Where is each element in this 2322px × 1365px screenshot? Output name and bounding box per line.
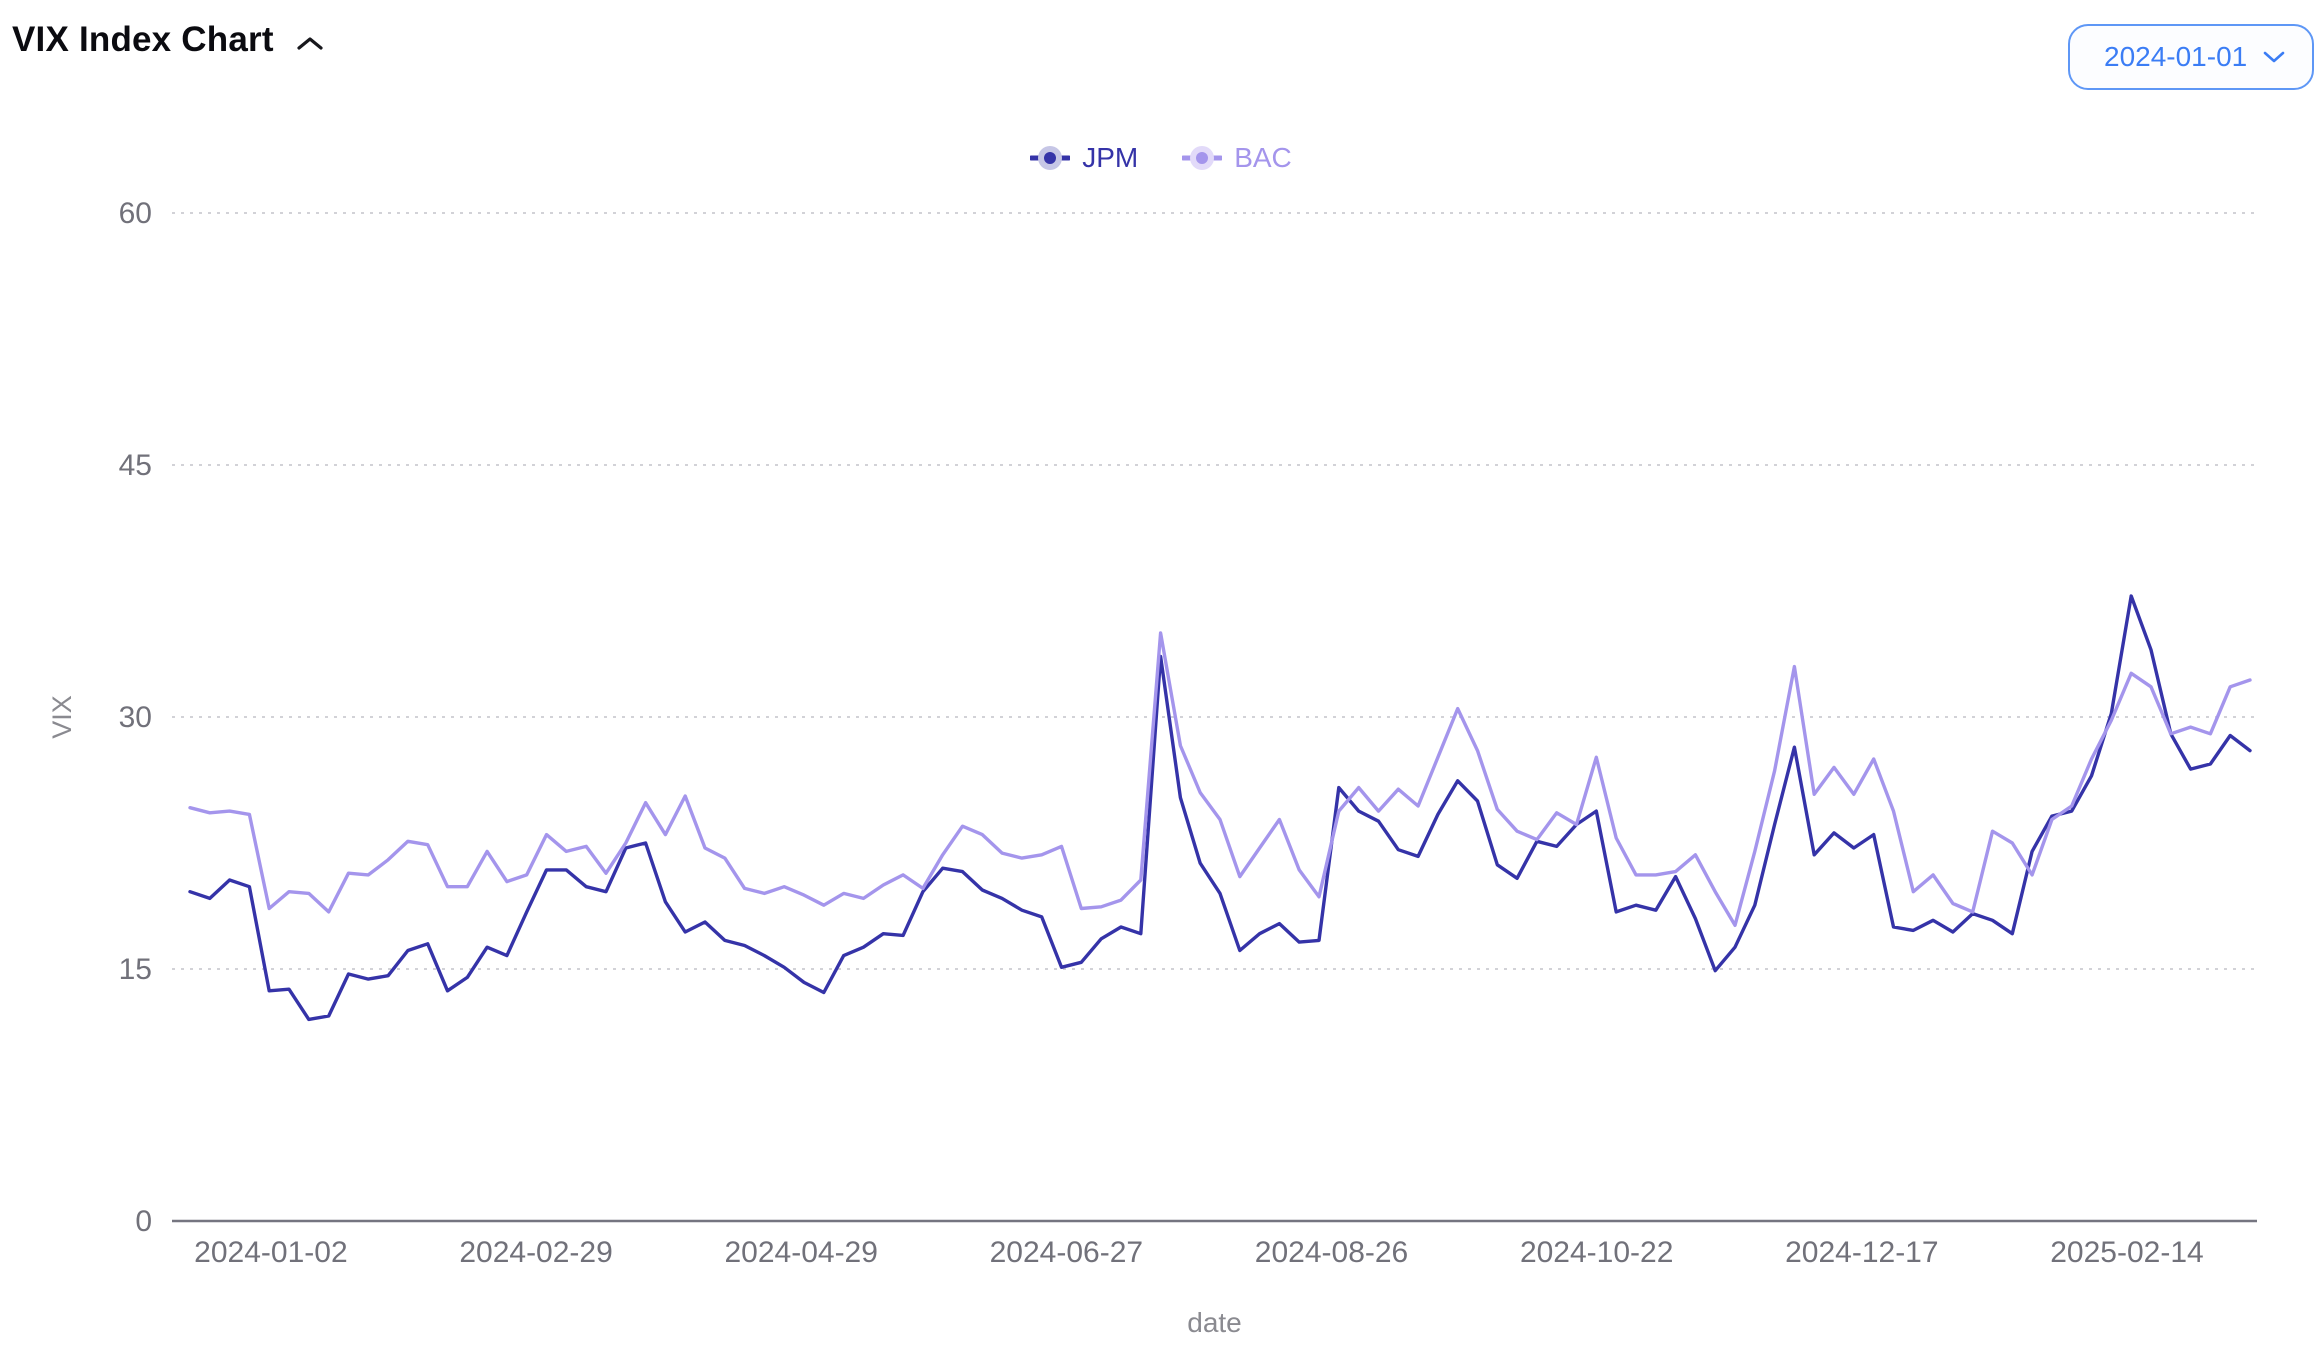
chart-legend: JPM BAC [0, 142, 2322, 174]
header: VIX Index Chart 2024-01-01 [0, 0, 2322, 100]
collapse-chart-button[interactable] [292, 30, 328, 60]
y-axis-title: VIX [47, 695, 77, 739]
chevron-down-icon [2263, 51, 2285, 63]
legend-item-BAC[interactable]: BAC [1182, 142, 1292, 174]
y-tick-label: 45 [119, 449, 152, 482]
legend-label: JPM [1082, 142, 1139, 173]
legend-marker-icon [1030, 146, 1071, 170]
series-line-JPM [188, 594, 2252, 1022]
date-select-value: 2024-01-01 [2104, 41, 2248, 72]
date-select[interactable]: 2024-01-01 [2068, 24, 2314, 90]
y-tick-label: 60 [119, 197, 152, 230]
x-axis-title: date [1187, 1307, 1242, 1338]
x-tick-label: 2024-04-29 [724, 1236, 877, 1269]
x-tick-label: 2024-12-17 [1785, 1236, 1938, 1269]
legend-marker-icon [1182, 146, 1223, 170]
x-tick-label: 2024-01-02 [194, 1236, 347, 1269]
x-tick-label: 2025-02-14 [2050, 1236, 2203, 1269]
x-tick-label: 2024-10-22 [1520, 1236, 1673, 1269]
y-tick-label: 0 [135, 1205, 152, 1238]
page-title: VIX Index Chart [12, 20, 274, 59]
series-line-BAC [188, 631, 2252, 927]
x-tick-label: 2024-02-29 [459, 1236, 612, 1269]
legend-label: BAC [1234, 142, 1292, 173]
legend-item-JPM[interactable]: JPM [1030, 142, 1138, 174]
y-tick-label: 30 [119, 701, 152, 734]
x-tick-label: 2024-06-27 [990, 1236, 1143, 1269]
x-tick-label: 2024-08-26 [1255, 1236, 1408, 1269]
chevron-up-icon [297, 36, 323, 50]
y-tick-label: 15 [119, 953, 152, 986]
